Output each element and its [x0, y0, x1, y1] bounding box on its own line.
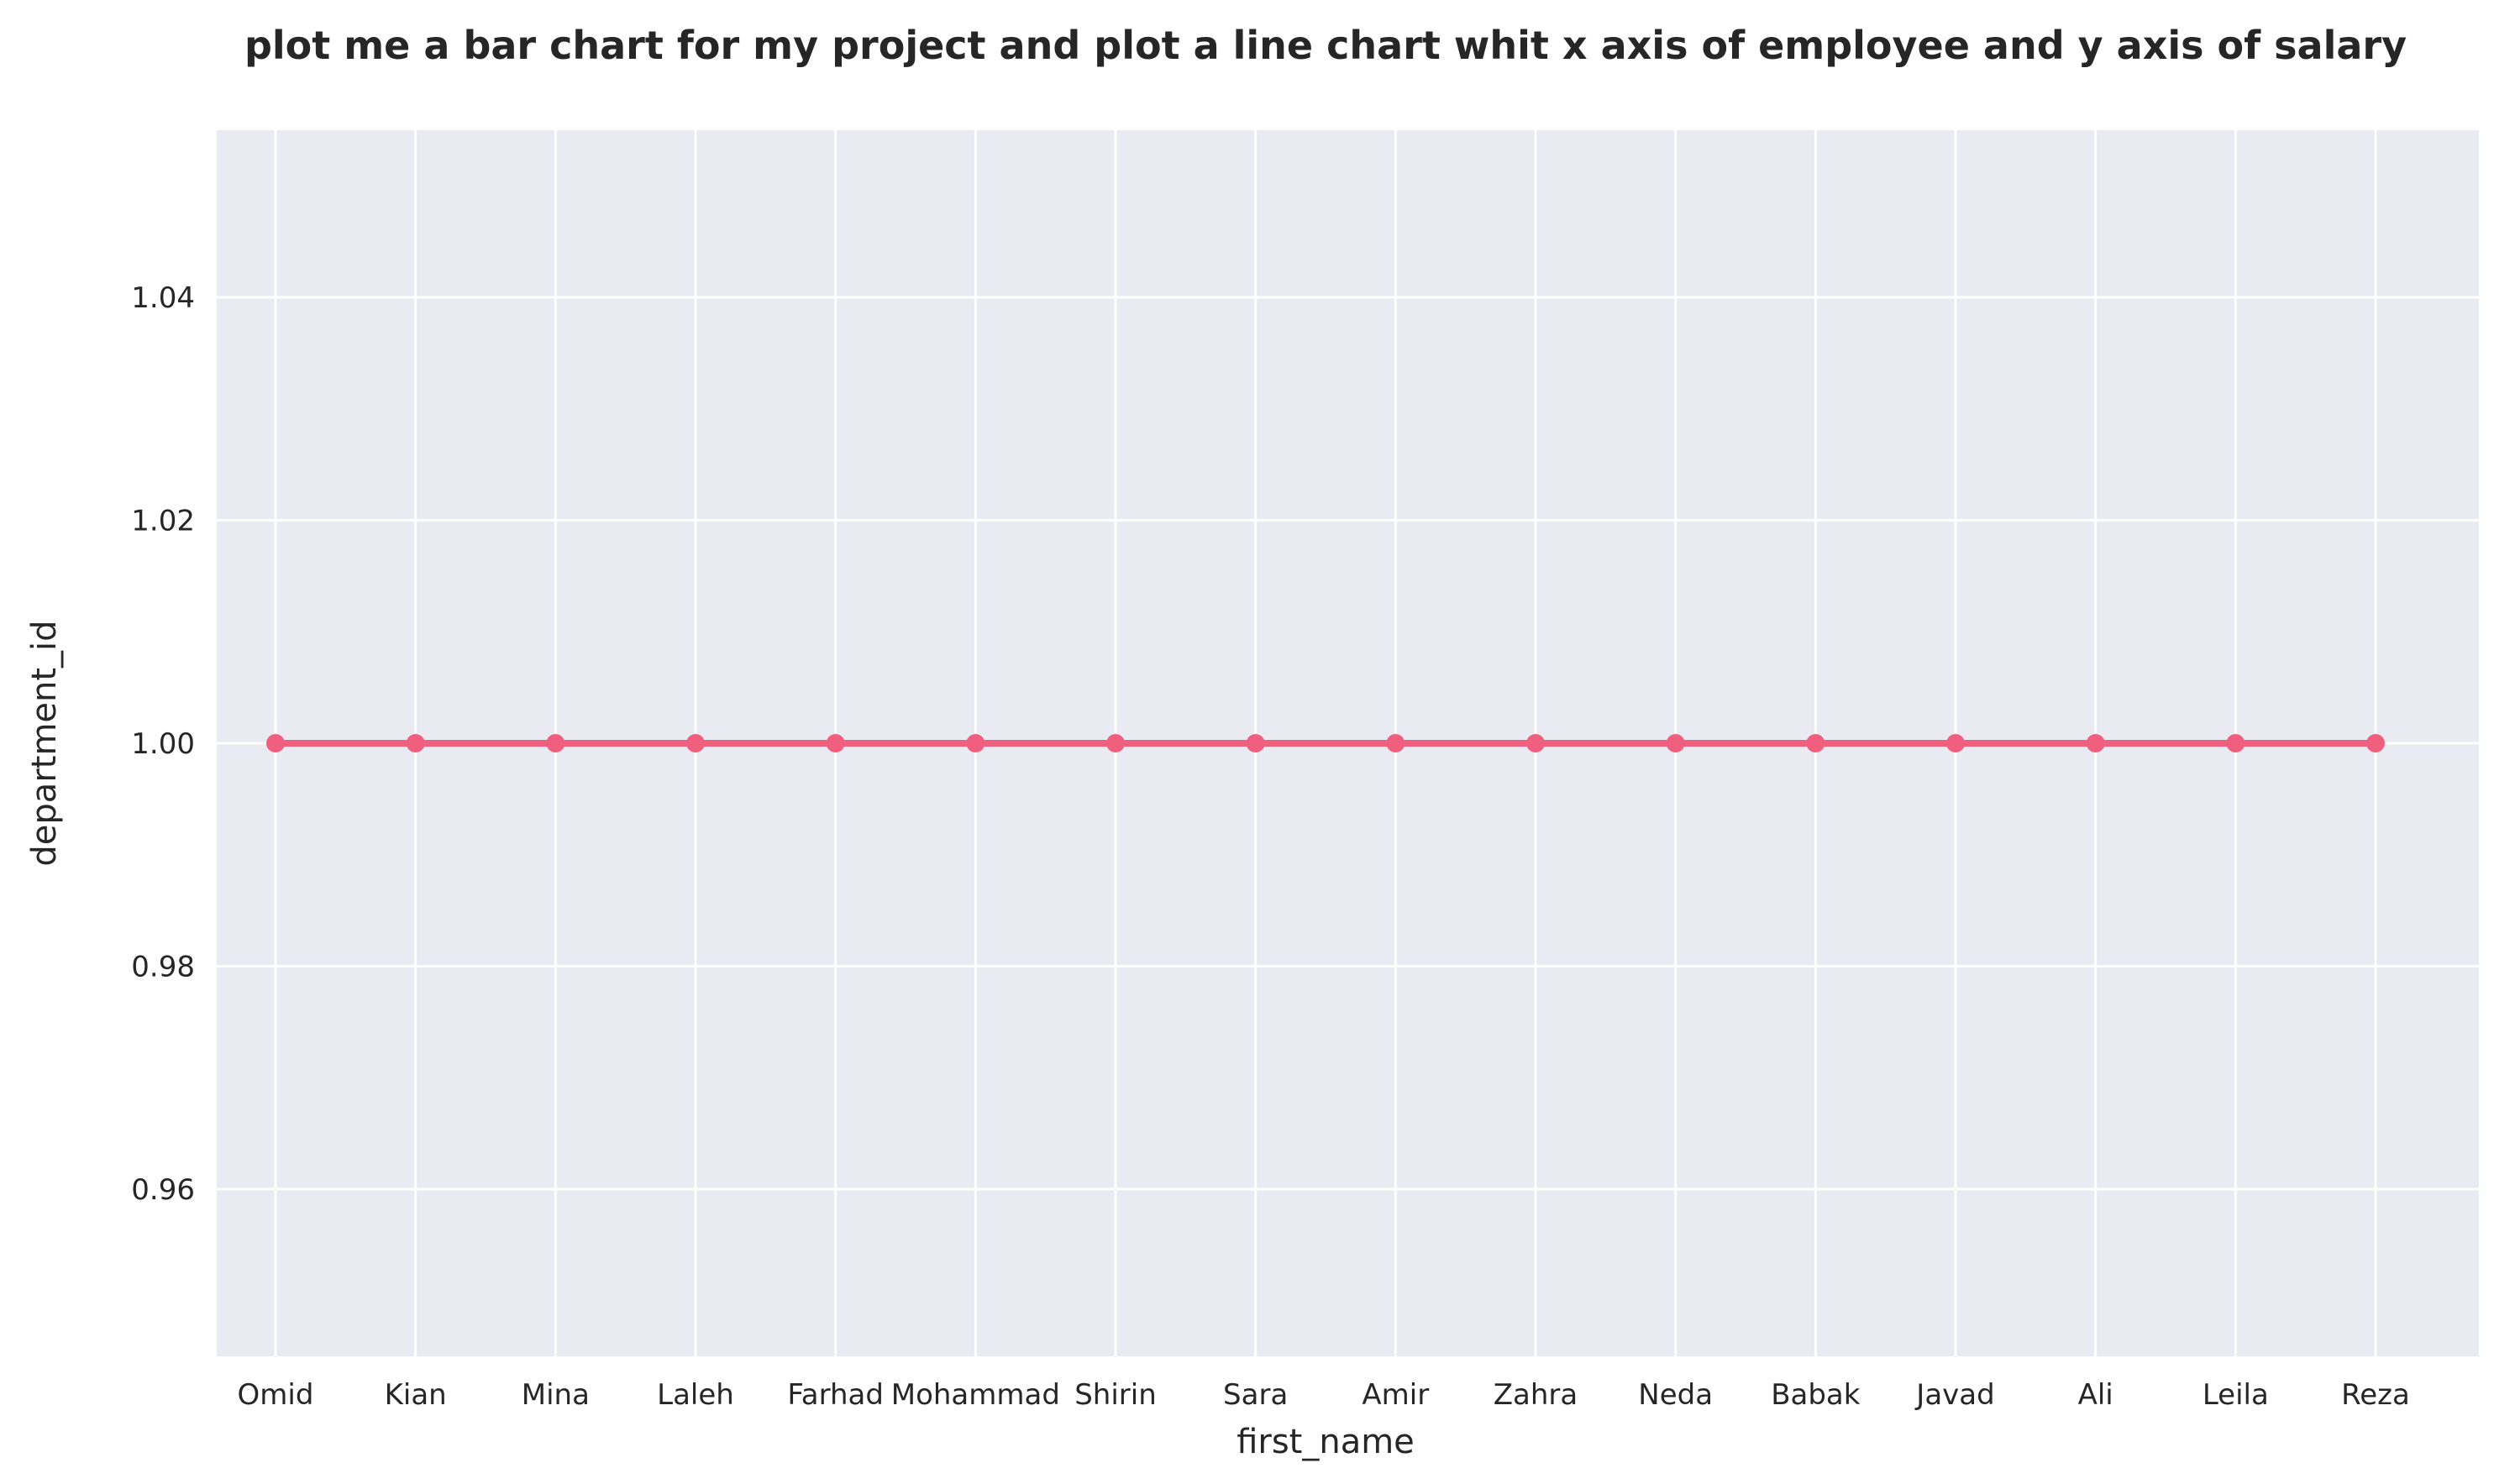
data-point: [1386, 734, 1405, 752]
y-axis-label: department_id: [25, 620, 64, 866]
x-tick-label: Laleh: [657, 1378, 734, 1412]
y-tick-label: 0.96: [131, 1173, 195, 1207]
x-tick-labels: Omid Kian Mina Laleh Farhad Mohammad Shirin Sar…: [238, 1378, 2410, 1412]
data-point: [966, 734, 985, 752]
data-point: [1946, 734, 1965, 752]
chart-title: plot me a bar chart for my project and p…: [244, 23, 2407, 68]
y-tick-labels: 0.96 0.98 1.00 1.02 1.04: [131, 281, 195, 1207]
y-tick-label: 1.04: [131, 281, 195, 315]
x-tick-label: Zahra: [1494, 1378, 1578, 1412]
data-point: [1246, 734, 1265, 752]
data-point: [686, 734, 705, 752]
x-axis-label: first_name: [1236, 1423, 1415, 1461]
x-tick-label: Javad: [1914, 1378, 1994, 1412]
data-point: [406, 734, 425, 752]
x-tick-label: Shirin: [1074, 1378, 1157, 1412]
data-point: [826, 734, 845, 752]
x-tick-label: Leila: [2203, 1378, 2269, 1412]
series-layer: [266, 734, 2385, 752]
x-tick-label: Babak: [1771, 1378, 1861, 1412]
x-tick-label: Reza: [2341, 1378, 2410, 1412]
data-point: [266, 734, 285, 752]
data-point: [1526, 734, 1545, 752]
data-point: [2086, 734, 2105, 752]
x-tick-label: Farhad: [787, 1378, 884, 1412]
x-tick-label: Ali: [2078, 1378, 2113, 1412]
y-tick-label: 1.02: [131, 505, 195, 538]
data-point: [1806, 734, 1825, 752]
data-point: [546, 734, 565, 752]
y-tick-label: 1.00: [131, 727, 195, 761]
x-tick-label: Mina: [522, 1378, 590, 1412]
x-tick-label: Sara: [1223, 1378, 1288, 1412]
data-point: [2226, 734, 2245, 752]
data-point: [2366, 734, 2385, 752]
x-tick-label: Mohammad: [891, 1378, 1060, 1412]
x-tick-label: Kian: [385, 1378, 447, 1412]
data-point: [1666, 734, 1685, 752]
x-tick-label: Amir: [1362, 1378, 1429, 1412]
data-point: [1106, 734, 1125, 752]
y-tick-label: 0.98: [131, 950, 195, 983]
x-tick-label: Omid: [238, 1378, 314, 1412]
x-tick-label: Neda: [1638, 1378, 1713, 1412]
